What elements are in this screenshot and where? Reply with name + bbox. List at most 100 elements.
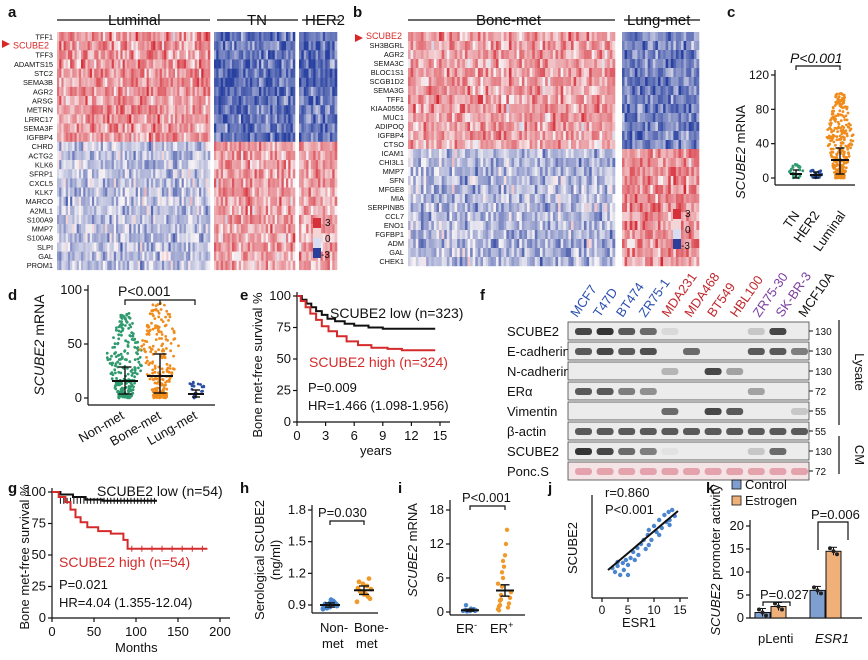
heatmap-cell	[322, 141, 326, 152]
heatmap-cell	[292, 132, 296, 142]
heatmap-cell	[542, 50, 546, 60]
heatmap-cell	[290, 160, 294, 170]
heatmap-cell	[122, 114, 126, 124]
heatmap-cell	[131, 242, 134, 252]
heatmap-cell	[268, 178, 271, 188]
heatmap-cell	[433, 122, 437, 132]
heatmap-cell	[111, 224, 115, 234]
heatmap-cell	[72, 242, 75, 252]
heatmap-cell	[431, 149, 435, 159]
heatmap-cell	[194, 242, 198, 252]
heatmap-cell	[135, 41, 139, 51]
heatmap-cell	[599, 158, 603, 168]
heatmap-cell	[308, 224, 312, 234]
heatmap-cell	[534, 203, 538, 213]
heatmap-cell	[470, 104, 473, 114]
heatmap-cell	[261, 114, 264, 124]
heatmap-cell	[573, 68, 577, 78]
heatmap-cell	[109, 41, 112, 51]
heatmap-cell	[529, 194, 533, 204]
heatmap-cell	[229, 224, 233, 234]
heatmap-cell	[472, 59, 476, 69]
heatmap-cell	[444, 68, 448, 78]
heatmap-cell	[116, 132, 119, 142]
heatmap-cell	[91, 96, 95, 106]
heatmap-cell	[464, 131, 468, 141]
heatmap-cell	[550, 176, 554, 186]
heatmap-cell	[313, 41, 316, 51]
heatmap-cell	[238, 233, 242, 243]
heatmap-cell	[485, 149, 489, 159]
heatmap-cell	[563, 113, 567, 123]
heatmap-cell	[113, 251, 117, 261]
heatmap-cell	[609, 221, 613, 231]
heatmap-cell	[315, 150, 319, 161]
heatmap-cell	[179, 96, 182, 106]
heatmap-cell	[315, 260, 319, 271]
heatmap-cell	[218, 242, 222, 252]
heatmap-cell	[153, 123, 156, 133]
heatmap-cell	[428, 167, 432, 177]
heatmap-cell	[602, 221, 605, 231]
heatmap-cell	[274, 196, 278, 207]
heatmap-cell	[196, 59, 200, 69]
heatmap-cell	[521, 32, 525, 42]
heatmap-cell	[436, 41, 440, 51]
heatmap-cell	[320, 150, 324, 161]
heatmap-cell	[83, 114, 86, 124]
heatmap-cell	[578, 50, 582, 60]
heatmap-cell	[542, 221, 546, 231]
heatmap-cell	[225, 105, 228, 115]
heatmap-cell	[177, 215, 180, 225]
heatmap-cell	[203, 233, 206, 243]
heatmap-cell	[194, 141, 198, 152]
heatmap-cell	[511, 185, 515, 195]
heatmap-cell	[133, 114, 136, 124]
heatmap-cell	[185, 32, 189, 42]
heatmap-cell	[586, 104, 590, 114]
heatmap-cell	[89, 242, 93, 252]
gene-label: S100A9	[27, 215, 53, 224]
heatmap-cell	[164, 224, 167, 234]
heatmap-cell	[301, 160, 305, 170]
heatmap-cell	[196, 41, 200, 51]
heatmap-cell	[177, 260, 180, 271]
heatmap-cell	[83, 96, 86, 106]
heatmap-cell	[477, 104, 481, 114]
heatmap-cell	[100, 260, 104, 271]
heatmap-cell	[568, 41, 572, 51]
heatmap-cell	[105, 233, 108, 243]
heatmap-cell	[288, 86, 291, 97]
heatmap-cell	[105, 215, 108, 225]
heatmap-cell	[292, 150, 296, 161]
heatmap-cell	[247, 233, 251, 243]
heatmap-cell	[188, 242, 191, 252]
heatmap-cell	[420, 50, 424, 60]
heatmap-cell	[550, 50, 554, 60]
heatmap-cell	[270, 187, 273, 197]
heatmap-cell	[140, 196, 143, 207]
heatmap-cell	[591, 77, 595, 87]
heatmap-cell	[170, 187, 174, 197]
heatmap-cell	[179, 59, 182, 69]
heatmap-cell	[172, 196, 176, 207]
heatmap-cell	[563, 41, 567, 51]
heatmap-cell	[81, 160, 84, 170]
heatmap-cell	[446, 122, 450, 132]
heatmap-cell	[596, 59, 600, 69]
heatmap-cell	[286, 86, 289, 97]
heatmap-cell	[98, 150, 102, 161]
heatmap-cell	[76, 187, 80, 197]
heatmap-cell	[223, 224, 226, 234]
heatmap-cell	[107, 132, 110, 142]
heatmap-cell	[150, 105, 154, 115]
heatmap-cell	[498, 122, 502, 132]
heatmap-cell	[76, 77, 80, 88]
heatmap-cell	[558, 167, 561, 177]
heatmap-cell	[470, 140, 473, 150]
heatmap-cell	[185, 41, 189, 51]
heatmap-cell	[423, 149, 427, 159]
heatmap-cell	[135, 160, 139, 170]
heatmap-cell	[599, 104, 603, 114]
heatmap-cell	[612, 212, 616, 222]
